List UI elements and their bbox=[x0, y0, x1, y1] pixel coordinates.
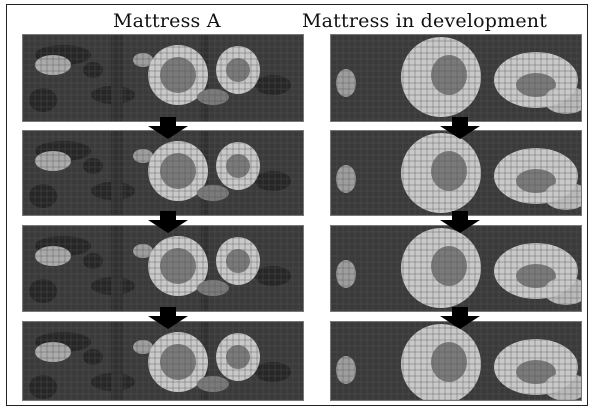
pressure-map-mattress-dev-step-3 bbox=[330, 225, 582, 312]
down-arrow-icon bbox=[148, 117, 188, 139]
pressure-map-mattress-a-step-4 bbox=[22, 321, 304, 401]
down-arrow-icon bbox=[148, 211, 188, 233]
pressure-map-mattress-a-step-3 bbox=[22, 225, 304, 312]
column-title-mattress-a: Mattress A bbox=[113, 10, 221, 32]
down-arrow-icon bbox=[440, 211, 480, 233]
column-title-mattress-development: Mattress in development bbox=[302, 10, 548, 32]
pressure-map-mattress-a-step-1 bbox=[22, 34, 304, 122]
pressure-map-mattress-dev-step-2 bbox=[330, 130, 582, 216]
down-arrow-icon bbox=[440, 117, 480, 139]
pressure-map-mattress-dev-step-1 bbox=[330, 34, 582, 122]
pressure-map-mattress-a-step-2 bbox=[22, 130, 304, 216]
down-arrow-icon bbox=[148, 307, 188, 329]
down-arrow-icon bbox=[440, 307, 480, 329]
pressure-map-mattress-dev-step-4 bbox=[330, 321, 582, 401]
figure-frame bbox=[6, 4, 588, 406]
